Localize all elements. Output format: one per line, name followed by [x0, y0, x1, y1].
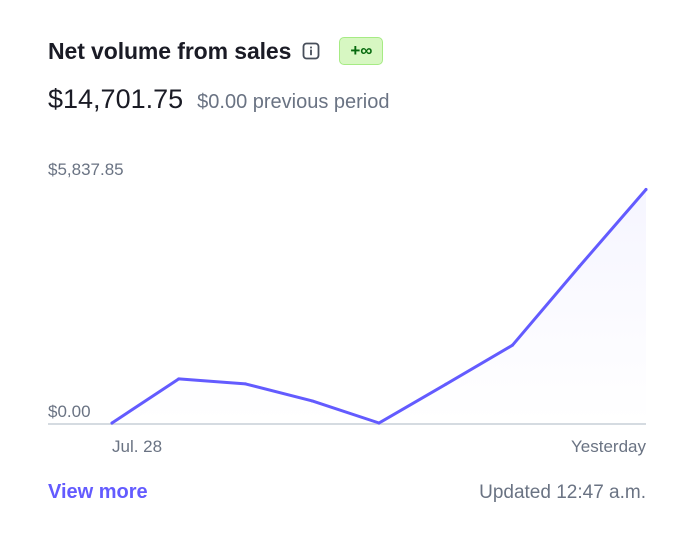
info-icon-graphic [302, 42, 320, 60]
data-point-6[interactable] [511, 343, 514, 347]
y-axis-bottom-label: $0.00 [48, 402, 91, 421]
series-points [110, 187, 648, 425]
view-more-link[interactable]: View more [48, 481, 148, 503]
info-icon[interactable] [302, 42, 320, 60]
data-point-1[interactable] [177, 377, 181, 381]
net-volume-line-chart[interactable]: $5,837.85 $0.00 Jul. 28 Yesterday [0, 0, 698, 470]
data-point-4[interactable] [377, 421, 381, 425]
x-axis-start-label: Jul. 28 [112, 437, 162, 456]
data-point-8[interactable] [644, 187, 648, 191]
data-point-2[interactable] [244, 382, 247, 386]
updated-timestamp: Updated 12:47 a.m. [479, 482, 646, 503]
card-header: Net volume from sales +∞ [48, 34, 384, 68]
card-title: Net volume from sales [48, 37, 292, 64]
series-area [112, 189, 646, 423]
x-axis-end-label: Yesterday [571, 437, 646, 456]
change-badge: +∞ [339, 37, 384, 65]
metric-value: $14,701.75 [48, 84, 184, 114]
metric-row: $14,701.75 $0.00 previous period [48, 84, 390, 115]
data-point-7[interactable] [577, 264, 581, 268]
data-point-5[interactable] [444, 382, 448, 386]
data-point-3[interactable] [310, 399, 314, 403]
y-axis-top-label: $5,837.85 [48, 160, 124, 179]
data-point-0[interactable] [110, 421, 114, 425]
metric-previous-period: $0.00 previous period [197, 91, 390, 113]
